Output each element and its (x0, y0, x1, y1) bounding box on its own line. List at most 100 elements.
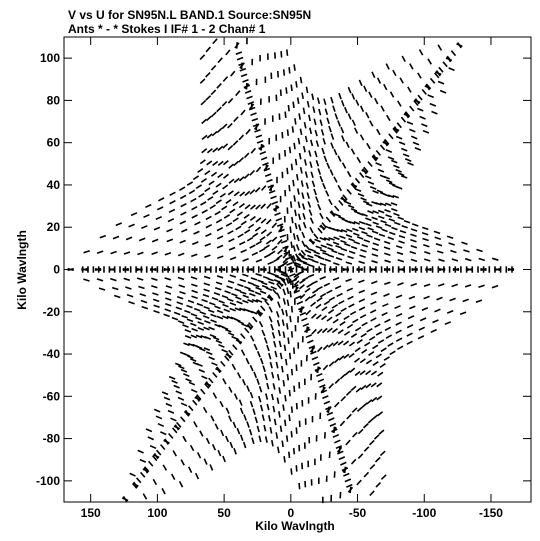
uv-point (225, 353, 232, 358)
uv-point (291, 255, 295, 263)
uv-point (170, 473, 176, 480)
uv-point (379, 450, 386, 457)
uv-point (217, 145, 224, 152)
uv-point (372, 344, 379, 350)
uv-point (221, 100, 228, 107)
uv-point (290, 468, 293, 475)
uv-point (360, 249, 367, 253)
uv-point (387, 236, 395, 241)
uv-point (167, 409, 175, 414)
uv-point (286, 49, 289, 56)
uv-point (379, 144, 386, 151)
uv-point (299, 279, 306, 284)
uv-point (448, 67, 455, 72)
uv-point (247, 299, 254, 303)
uv-point (244, 204, 251, 210)
uv-point (232, 201, 239, 207)
uv-point (249, 244, 256, 249)
uv-point (190, 334, 198, 339)
uv-point (323, 155, 328, 163)
uv-point (299, 128, 303, 136)
uv-point (295, 81, 298, 88)
uv-point (395, 329, 402, 334)
uv-point (263, 167, 271, 172)
uv-point (208, 309, 215, 314)
uv-point (442, 61, 448, 68)
uv-point (178, 284, 186, 288)
uv-point (366, 399, 373, 405)
uv-point (348, 220, 356, 225)
uv-point (163, 313, 170, 318)
uv-point (244, 90, 252, 94)
uv-point (344, 106, 348, 114)
uv-point (346, 323, 354, 329)
uv-point (212, 160, 219, 167)
uv-point (299, 293, 306, 300)
uv-point (294, 158, 298, 166)
uv-point (317, 256, 325, 260)
uv-point (448, 242, 455, 246)
uv-point (142, 493, 148, 500)
uv-point (421, 88, 427, 95)
uv-point (200, 388, 206, 395)
uv-point (195, 316, 202, 321)
uv-point (182, 435, 187, 443)
uv-point (339, 420, 346, 427)
uv-point (410, 282, 418, 287)
uv-point (372, 361, 379, 366)
uv-point (296, 188, 300, 195)
uv-point (266, 382, 270, 390)
uv-point (256, 425, 260, 433)
uv-point (194, 221, 201, 226)
uv-point (397, 282, 404, 286)
uv-point (141, 305, 149, 310)
uv-point (329, 169, 334, 176)
uv-point (307, 201, 312, 208)
uv-point (369, 120, 374, 127)
uv-point (228, 386, 233, 393)
uv-point (309, 227, 314, 234)
uv-point (248, 428, 253, 436)
uv-point (340, 228, 348, 233)
uv-point (349, 310, 357, 316)
uv-point (389, 350, 396, 356)
uv-point (216, 244, 224, 249)
uv-point (331, 304, 339, 309)
uv-point (96, 250, 104, 254)
uv-point (167, 432, 174, 439)
uv-point (353, 127, 359, 134)
uv-point (307, 254, 314, 259)
uv-point (327, 254, 335, 258)
uv-point (223, 214, 231, 219)
uv-point (354, 326, 362, 332)
uv-point (143, 466, 150, 473)
uv-point (212, 38, 218, 45)
uv-point (406, 324, 414, 329)
uv-point (313, 361, 320, 366)
uv-point (313, 188, 317, 196)
uv-point (285, 358, 288, 366)
uv-point (399, 77, 404, 84)
uv-point (228, 238, 235, 243)
uv-point (175, 390, 183, 395)
uv-point (246, 95, 253, 100)
uv-point (217, 160, 224, 167)
uv-point (365, 217, 372, 222)
uv-point (204, 187, 211, 193)
uv-point (278, 387, 282, 394)
uv-point (271, 236, 278, 242)
uv-point (314, 129, 318, 137)
uv-point (393, 212, 400, 217)
uv-point (365, 222, 372, 227)
uv-point (435, 70, 441, 77)
x-tick-label: 100 (147, 506, 167, 520)
uv-point (266, 403, 270, 411)
uv-point (336, 292, 343, 298)
uv-point (266, 203, 272, 209)
uv-point (201, 375, 208, 380)
uv-point (340, 247, 348, 252)
uv-point (347, 255, 354, 260)
uv-point (204, 382, 212, 387)
uv-point (369, 309, 377, 314)
uv-point (396, 122, 402, 129)
